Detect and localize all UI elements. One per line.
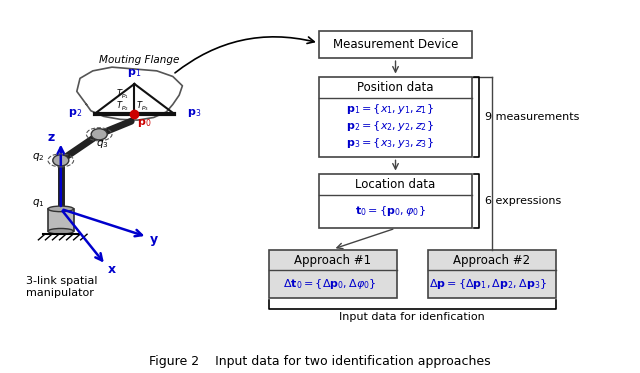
Text: 9 measurements: 9 measurements — [485, 112, 579, 122]
Text: $\mathbf{p}_1 = \{x_1, y_1, z_1\}$: $\mathbf{p}_1 = \{x_1, y_1, z_1\}$ — [346, 102, 435, 116]
Text: $\mathbf{p}_0$: $\mathbf{p}_0$ — [137, 117, 151, 129]
Text: y: y — [150, 233, 157, 246]
Text: 6 expressions: 6 expressions — [485, 196, 561, 206]
Text: $q_2$: $q_2$ — [33, 151, 45, 163]
Text: $\mathbf{t}_0 = \{\mathbf{p}_0, \varphi_0\}$: $\mathbf{t}_0 = \{\mathbf{p}_0, \varphi_… — [355, 204, 426, 219]
Text: $\Delta\mathbf{t}_0 = \{\Delta\mathbf{p}_0, \Delta\varphi_0\}$: $\Delta\mathbf{t}_0 = \{\Delta\mathbf{p}… — [283, 278, 376, 291]
Text: Location data: Location data — [355, 178, 436, 191]
Ellipse shape — [92, 129, 108, 140]
Ellipse shape — [48, 206, 74, 212]
Text: 3-link spatial
manipulator: 3-link spatial manipulator — [26, 276, 97, 298]
Bar — [319, 31, 472, 58]
Bar — [269, 250, 397, 298]
Bar — [319, 174, 472, 228]
Text: $\mathbf{p}_3 = \{x_3, y_3, z_3\}$: $\mathbf{p}_3 = \{x_3, y_3, z_3\}$ — [346, 136, 435, 150]
Text: Figure 2    Input data for two identification approaches: Figure 2 Input data for two identificati… — [149, 355, 491, 368]
Text: Input data for idenfication: Input data for idenfication — [339, 312, 485, 322]
Text: $\mathbf{p}_3$: $\mathbf{p}_3$ — [187, 107, 201, 119]
Bar — [48, 209, 74, 231]
Ellipse shape — [48, 228, 74, 234]
Text: x: x — [108, 263, 116, 276]
Text: Measurement Device: Measurement Device — [333, 38, 458, 51]
Text: $\mathbf{p}_1$: $\mathbf{p}_1$ — [127, 67, 141, 79]
Text: $q_3$: $q_3$ — [96, 138, 109, 150]
Ellipse shape — [52, 155, 69, 166]
Bar — [319, 77, 472, 157]
Text: Approach #1: Approach #1 — [294, 254, 371, 267]
Text: Mouting Flange: Mouting Flange — [99, 55, 180, 65]
Text: $T_{p_1}$: $T_{p_1}$ — [116, 87, 129, 101]
Bar — [428, 250, 556, 298]
Text: $\mathbf{p}_2$: $\mathbf{p}_2$ — [68, 107, 82, 119]
Text: Approach #2: Approach #2 — [453, 254, 530, 267]
Text: $\mathbf{p}_2 = \{x_2, y_2, z_2\}$: $\mathbf{p}_2 = \{x_2, y_2, z_2\}$ — [346, 119, 435, 133]
Text: $T_{p_2}$: $T_{p_2}$ — [116, 99, 129, 113]
Text: $\Delta\mathbf{p} = \{\Delta\mathbf{p}_1, \Delta\mathbf{p}_2, \Delta\mathbf{p}_3: $\Delta\mathbf{p} = \{\Delta\mathbf{p}_1… — [429, 278, 547, 291]
Text: $T_{p_3}$: $T_{p_3}$ — [136, 99, 148, 113]
Text: $q_1$: $q_1$ — [32, 197, 45, 209]
Text: Position data: Position data — [357, 81, 434, 94]
Text: z: z — [47, 131, 55, 144]
